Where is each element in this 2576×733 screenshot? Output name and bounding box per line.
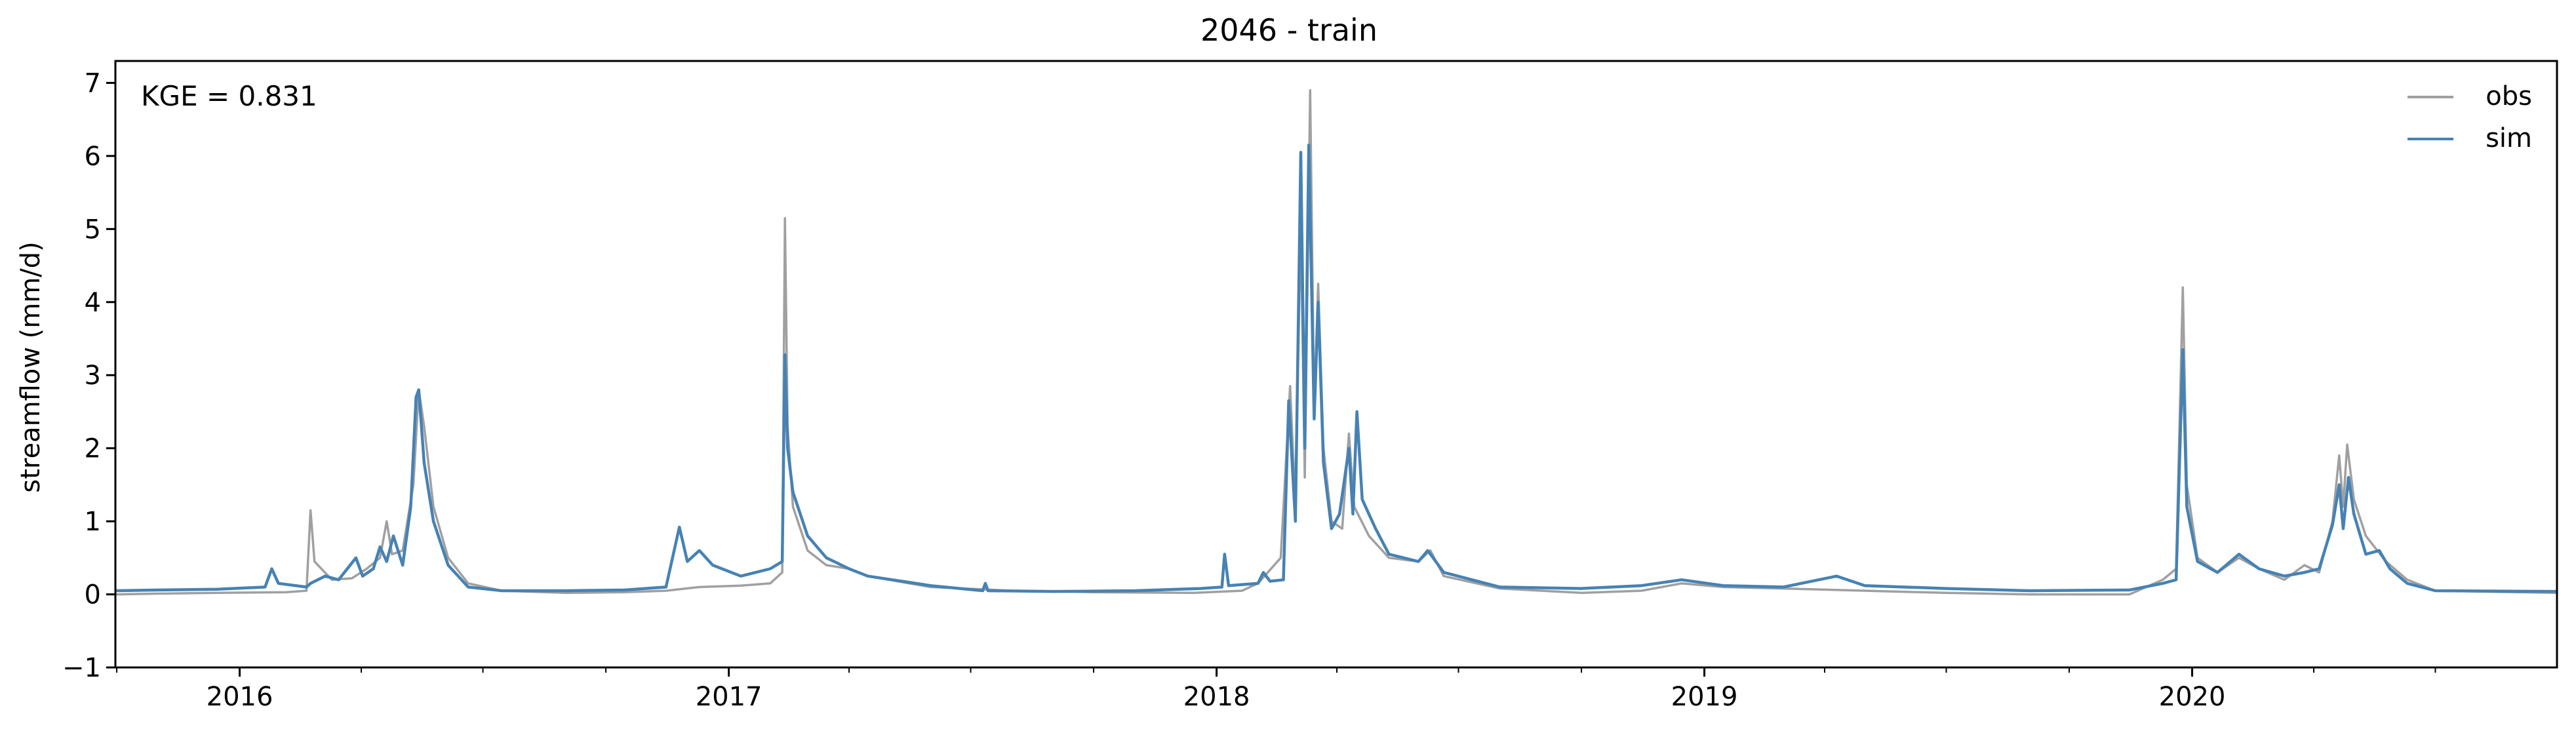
chart-title: 2046 - train (1200, 12, 1377, 48)
y-tick-label: 2 (85, 434, 101, 464)
x-tick-label: 2018 (1183, 682, 1250, 712)
legend-sim-label: sim (2486, 123, 2532, 153)
plot-area-frame (114, 60, 2558, 669)
kge-annotation: KGE = 0.831 (141, 80, 317, 112)
legend: obs sim (2408, 81, 2532, 153)
y-axis-label: streamflow (mm/d) (16, 241, 46, 492)
y-tick-label: 5 (85, 214, 101, 245)
x-tick-label: 2019 (1671, 682, 1738, 712)
y-tick-label: 4 (85, 288, 101, 318)
y-tick-label: −1 (62, 653, 101, 683)
x-tick-label: 2020 (2159, 682, 2226, 712)
series-line-sim (115, 143, 2558, 593)
y-tick-label: 0 (85, 580, 101, 610)
y-tick-label: 6 (85, 142, 101, 172)
y-tick-label: 1 (85, 507, 101, 537)
x-tick-label: 2017 (696, 682, 763, 712)
legend-obs-label: obs (2486, 81, 2532, 111)
x-tick-label: 2016 (207, 682, 273, 712)
y-axis: −1 0 1 2 3 4 5 6 7 (62, 68, 115, 683)
x-axis: 2016 2017 2018 2019 2020 (116, 667, 2436, 712)
series-lines (115, 89, 2558, 596)
y-tick-label: 7 (85, 68, 101, 98)
y-tick-label: 3 (85, 361, 101, 391)
